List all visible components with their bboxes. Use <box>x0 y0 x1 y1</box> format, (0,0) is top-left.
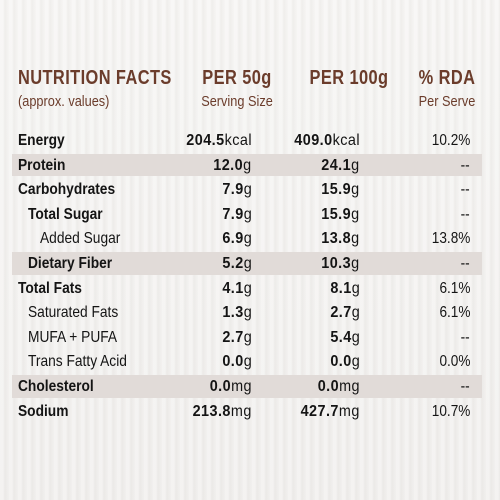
value-per-50g: 213.8mg <box>192 402 252 420</box>
rda-value: 6.1% <box>439 304 470 322</box>
rda-value: 0.0% <box>439 353 470 371</box>
rda-value: -- <box>460 254 470 272</box>
rda-value: 10.2% <box>431 132 470 149</box>
value-per-100g: 409.0kcal <box>294 132 360 149</box>
row-highlight-band <box>12 251 482 275</box>
rda-value: 10.7% <box>431 402 470 420</box>
value-per-50g: 2.7g <box>222 328 252 346</box>
nutrient-name: Carbohydrates <box>18 181 116 199</box>
table-row: Added Sugar 6.9g 13.8g 13.8% <box>0 226 500 251</box>
value-per-100g: 0.0g <box>330 353 360 371</box>
nutrient-name: Cholesterol <box>18 377 94 395</box>
nutrition-table-body: Energy 204.5kcal 409.0kcal 10.2% Protein… <box>0 128 500 423</box>
per-serve-label: Per Serve <box>418 93 476 110</box>
value-per-50g: 7.9g <box>222 181 252 199</box>
rda-label: % RDA <box>418 67 476 89</box>
nutrient-name: Trans Fatty Acid <box>28 353 127 371</box>
row-highlight-band <box>12 153 482 177</box>
table-row: MUFA + PUFA 2.7g 5.4g -- <box>0 325 500 350</box>
table-row: Sodium 213.8mg 427.7mg 10.7% <box>0 399 500 424</box>
value-per-100g: 5.4g <box>330 328 360 346</box>
value-per-50g: 12.0g <box>213 156 252 174</box>
nutrient-name: Total Sugar <box>28 205 103 223</box>
nutrition-facts-title: NUTRITION FACTS <box>18 67 172 89</box>
value-per-50g: 6.9g <box>222 230 252 248</box>
per-100g-label: PER 100g <box>309 67 389 89</box>
rda-value: 13.8% <box>431 230 470 248</box>
table-row: Cholesterol 0.0mg 0.0mg -- <box>0 374 500 399</box>
value-per-50g: 204.5kcal <box>186 132 252 149</box>
rda-value: -- <box>460 205 470 223</box>
nutrient-name: Saturated Fats <box>28 304 119 322</box>
header-rda-column: % RDA Per Serve <box>412 66 482 112</box>
serving-size-label: Serving Size <box>201 93 273 110</box>
header-name-column: NUTRITION FACTS (approx. values) <box>18 66 206 112</box>
nutrient-name: Protein <box>18 156 66 174</box>
nutrient-name: Energy <box>18 132 65 149</box>
value-per-50g: 1.3g <box>222 304 252 322</box>
table-row: Total Fats 4.1g 8.1g 6.1% <box>0 276 500 301</box>
value-per-100g: 10.3g <box>321 254 360 272</box>
table-header: NUTRITION FACTS (approx. values) PER 50g… <box>0 66 500 118</box>
table-row: Saturated Fats 1.3g 2.7g 6.1% <box>0 300 500 325</box>
rda-value: -- <box>460 181 470 199</box>
nutrient-name: Sodium <box>18 402 69 420</box>
table-row: Carbohydrates 7.9g 15.9g -- <box>0 177 500 202</box>
row-highlight-band <box>12 374 482 398</box>
table-row: Trans Fatty Acid 0.0g 0.0g 0.0% <box>0 349 500 374</box>
value-per-50g: 4.1g <box>222 279 252 297</box>
per-50g-label: PER 50g <box>202 67 272 89</box>
value-per-100g: 2.7g <box>330 304 360 322</box>
nutrient-name: Dietary Fiber <box>28 254 113 272</box>
value-per-50g: 0.0mg <box>209 377 252 395</box>
header-per-50g-column: PER 50g Serving Size <box>192 66 282 112</box>
rda-value: -- <box>460 328 470 346</box>
rda-value: -- <box>460 377 470 395</box>
header-per-100g-column: PER 100g <box>294 66 404 90</box>
value-per-100g: 427.7mg <box>300 402 360 420</box>
value-per-100g: 8.1g <box>330 279 360 297</box>
value-per-100g: 13.8g <box>321 230 360 248</box>
table-row: Dietary Fiber 5.2g 10.3g -- <box>0 251 500 276</box>
value-per-100g: 24.1g <box>321 156 360 174</box>
rda-value: 6.1% <box>439 279 470 297</box>
value-per-50g: 7.9g <box>222 205 252 223</box>
nutrient-name: Added Sugar <box>40 230 121 248</box>
approx-values-note: (approx. values) <box>18 93 110 110</box>
value-per-100g: 15.9g <box>321 181 360 199</box>
rda-value: -- <box>460 156 470 174</box>
value-per-50g: 5.2g <box>222 254 252 272</box>
table-row: Total Sugar 7.9g 15.9g -- <box>0 202 500 227</box>
nutrient-name: MUFA + PUFA <box>28 328 118 346</box>
value-per-100g: 0.0mg <box>317 377 360 395</box>
value-per-50g: 0.0g <box>222 353 252 371</box>
table-row: Protein 12.0g 24.1g -- <box>0 153 500 178</box>
nutrient-name: Total Fats <box>18 279 82 297</box>
table-row: Energy 204.5kcal 409.0kcal 10.2% <box>0 128 500 153</box>
value-per-100g: 15.9g <box>321 205 360 223</box>
